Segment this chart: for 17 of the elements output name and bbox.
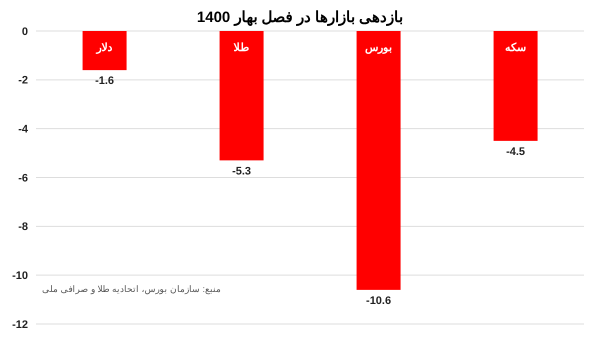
annotation: منبع: سازمان بورس، اتحادیه طلا و صرافی ملی: [42, 284, 222, 294]
data-label: -1.6: [95, 75, 114, 88]
y-tick-label: -12: [12, 318, 28, 331]
data-label: -5.3: [232, 165, 252, 178]
chart-title: بازدهی بازارها در فصل بهار 1400: [196, 8, 404, 26]
x-tick-label: دلار: [96, 42, 112, 54]
data-label: -10.6: [366, 294, 392, 307]
x-tick-label: بورس: [365, 42, 392, 54]
y-tick-label: -4: [18, 124, 29, 136]
y-tick-label: -2: [18, 74, 28, 87]
y-tick-label: -8: [18, 221, 28, 234]
data-label: -4.5: [506, 146, 526, 158]
y-tick-label: -10: [12, 270, 28, 282]
y-tick-label: -6: [18, 172, 28, 184]
x-tick-label: طلا: [234, 42, 250, 54]
y-tick-label: 0: [22, 26, 28, 38]
x-tick-label: سکه: [505, 42, 526, 54]
